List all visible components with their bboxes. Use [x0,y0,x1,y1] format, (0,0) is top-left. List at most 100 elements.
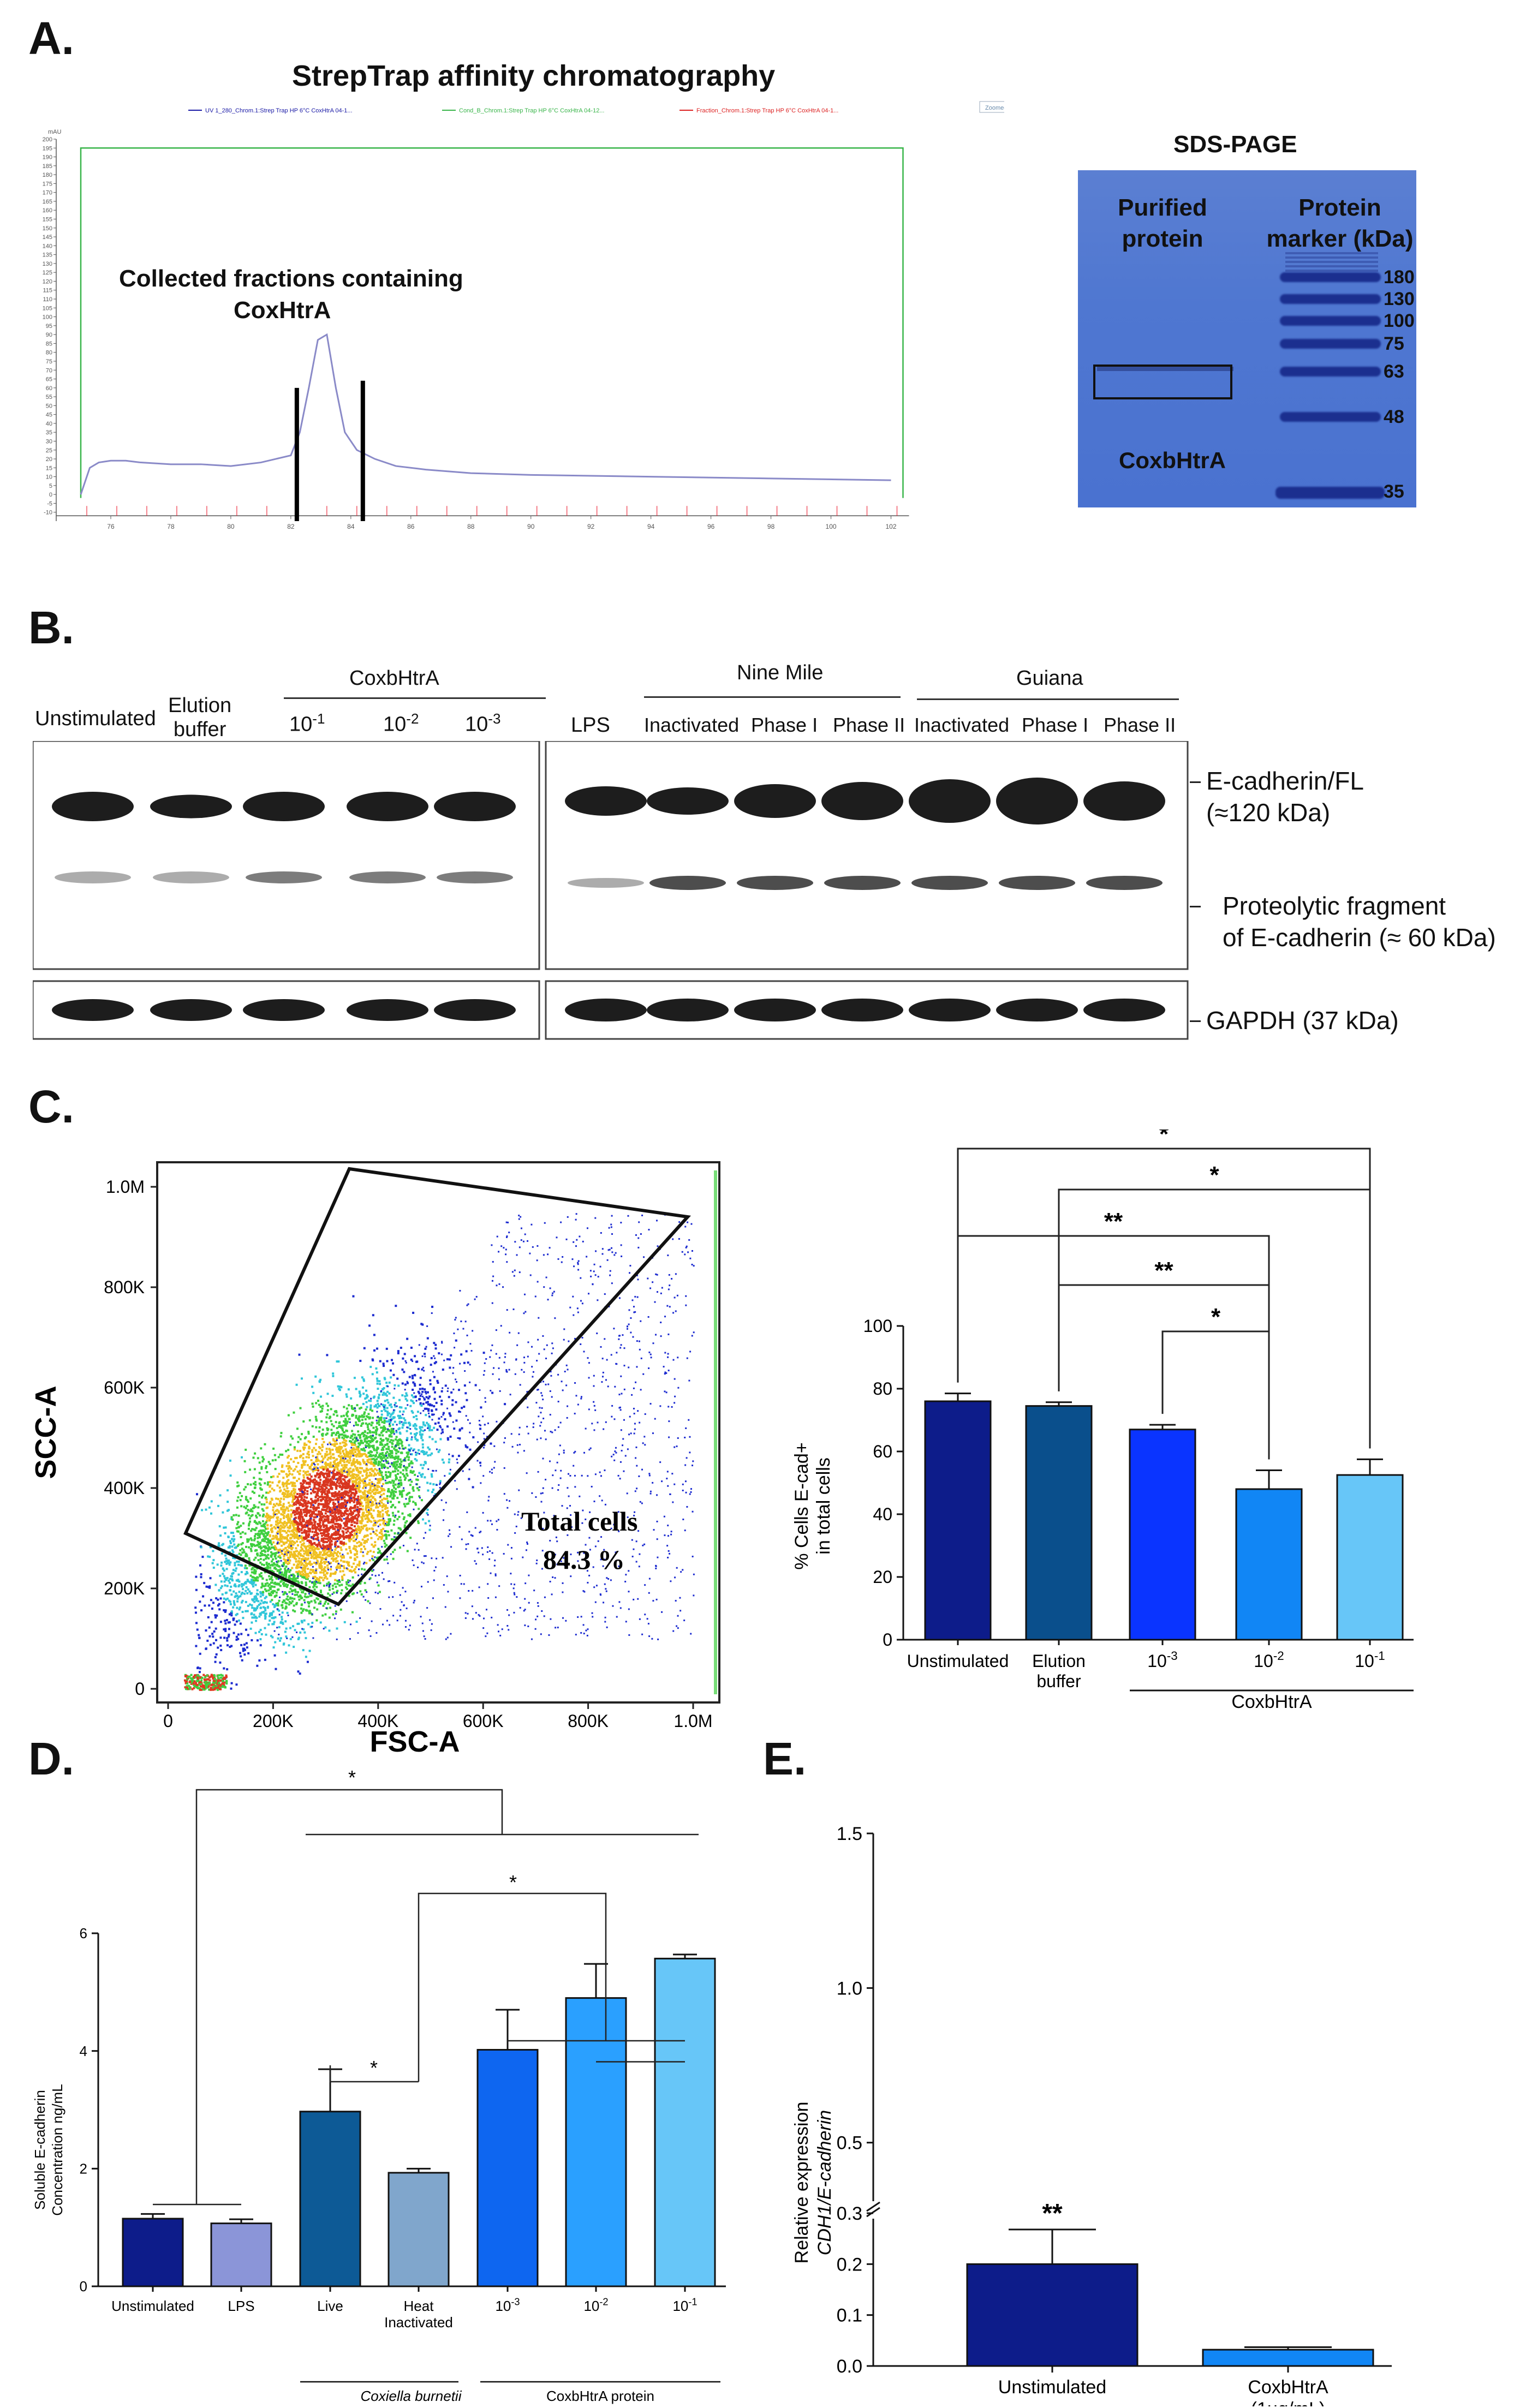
flow-event [274,1595,277,1598]
flow-event [263,1553,266,1556]
flow-event [355,1414,357,1417]
flow-event [309,1502,312,1504]
flow-event [269,1588,272,1591]
flow-event [222,1543,225,1545]
flow-event [258,1495,261,1497]
flow-event [301,1483,304,1486]
flow-event [296,1470,299,1473]
flow-event [255,1616,258,1619]
flow-event [319,1590,322,1592]
flow-event [385,1474,388,1477]
uv-trace [80,333,891,495]
flow-event [375,1451,378,1454]
flow-event [413,1402,415,1405]
flow-event [365,1435,368,1437]
flow-event [254,1556,257,1559]
flow-event [311,1402,314,1405]
flow-event [256,1639,259,1642]
flow-event [258,1530,260,1533]
fl-line1: E-cadherin/FL [1206,767,1364,795]
flow-event [239,1492,241,1495]
flow-event [333,1514,336,1516]
flow-event [300,1561,302,1563]
flow-event [345,1490,348,1493]
flow-event [224,1577,226,1580]
flow-event [352,1592,355,1595]
flow-event [371,1490,374,1493]
flow-event [363,1411,366,1414]
flow-event [349,1527,351,1529]
flow-event [400,1479,402,1481]
flow-event [324,1613,327,1616]
flow-event [251,1528,254,1531]
flow-event [325,1556,327,1559]
flow-event [323,1476,326,1479]
flow-event [429,1454,432,1456]
flow-event [423,1398,426,1401]
flow-event [325,1402,328,1405]
flow-event [371,1409,374,1412]
flow-event [363,1490,366,1492]
flow-event [300,1489,303,1492]
flow-event [329,1514,332,1516]
flow-event [245,1642,248,1645]
flow-event [314,1491,317,1493]
flow-event [281,1579,283,1582]
flow-event [302,1628,305,1630]
fractions-annotation-line1: Collected fractions containing [119,265,463,292]
flow-event [319,1460,322,1463]
flow-event [384,1378,386,1381]
flow-event [412,1311,415,1314]
flow-event [331,1480,333,1483]
flow-event [310,1492,313,1495]
flow-event [395,1438,397,1441]
flow-event [311,1425,314,1427]
flow-event [369,1437,372,1439]
flow-event [325,1421,328,1424]
flow-event [330,1434,333,1437]
flow-event [329,1463,332,1466]
flow-event [284,1602,287,1604]
flow-event [397,1466,400,1468]
flow-event [251,1567,254,1569]
flow-event [315,1597,318,1600]
flow-event [392,1493,395,1496]
flow-event [334,1507,337,1509]
flow-event [370,1473,373,1475]
flow-event [300,1486,302,1489]
ladder-band [1275,487,1385,499]
flow-event [338,1436,341,1439]
flow-event [292,1489,295,1492]
flow-event [275,1509,278,1512]
flow-event [209,1546,212,1549]
flow-event [296,1593,299,1596]
flow-event [355,1445,358,1448]
flow-event [224,1532,226,1534]
chrom-ytick-label: 95 [46,323,52,330]
flow-event [269,1501,272,1503]
flow-event [315,1563,318,1566]
flow-event [326,1544,329,1547]
flow-event [345,1393,348,1396]
flow-event [332,1559,335,1562]
flow-event [274,1616,277,1618]
flow-event [258,1521,261,1523]
flow-event [302,1564,305,1567]
flow-event [435,1408,438,1411]
flow-event [247,1483,249,1486]
flow-event [385,1452,388,1455]
flow-event [320,1546,323,1549]
flow-event [446,1425,449,1428]
flow-event [215,1653,218,1656]
flow-event [313,1483,316,1486]
flow-event [263,1558,265,1561]
flow-event [271,1459,274,1462]
flow-event [248,1538,251,1541]
flow-event [344,1586,347,1589]
flow-event [318,1496,321,1498]
flow-event [359,1479,362,1481]
flow-event [290,1515,293,1518]
flow-event [314,1527,317,1530]
flow-event [331,1487,333,1490]
flow-event [405,1532,408,1534]
